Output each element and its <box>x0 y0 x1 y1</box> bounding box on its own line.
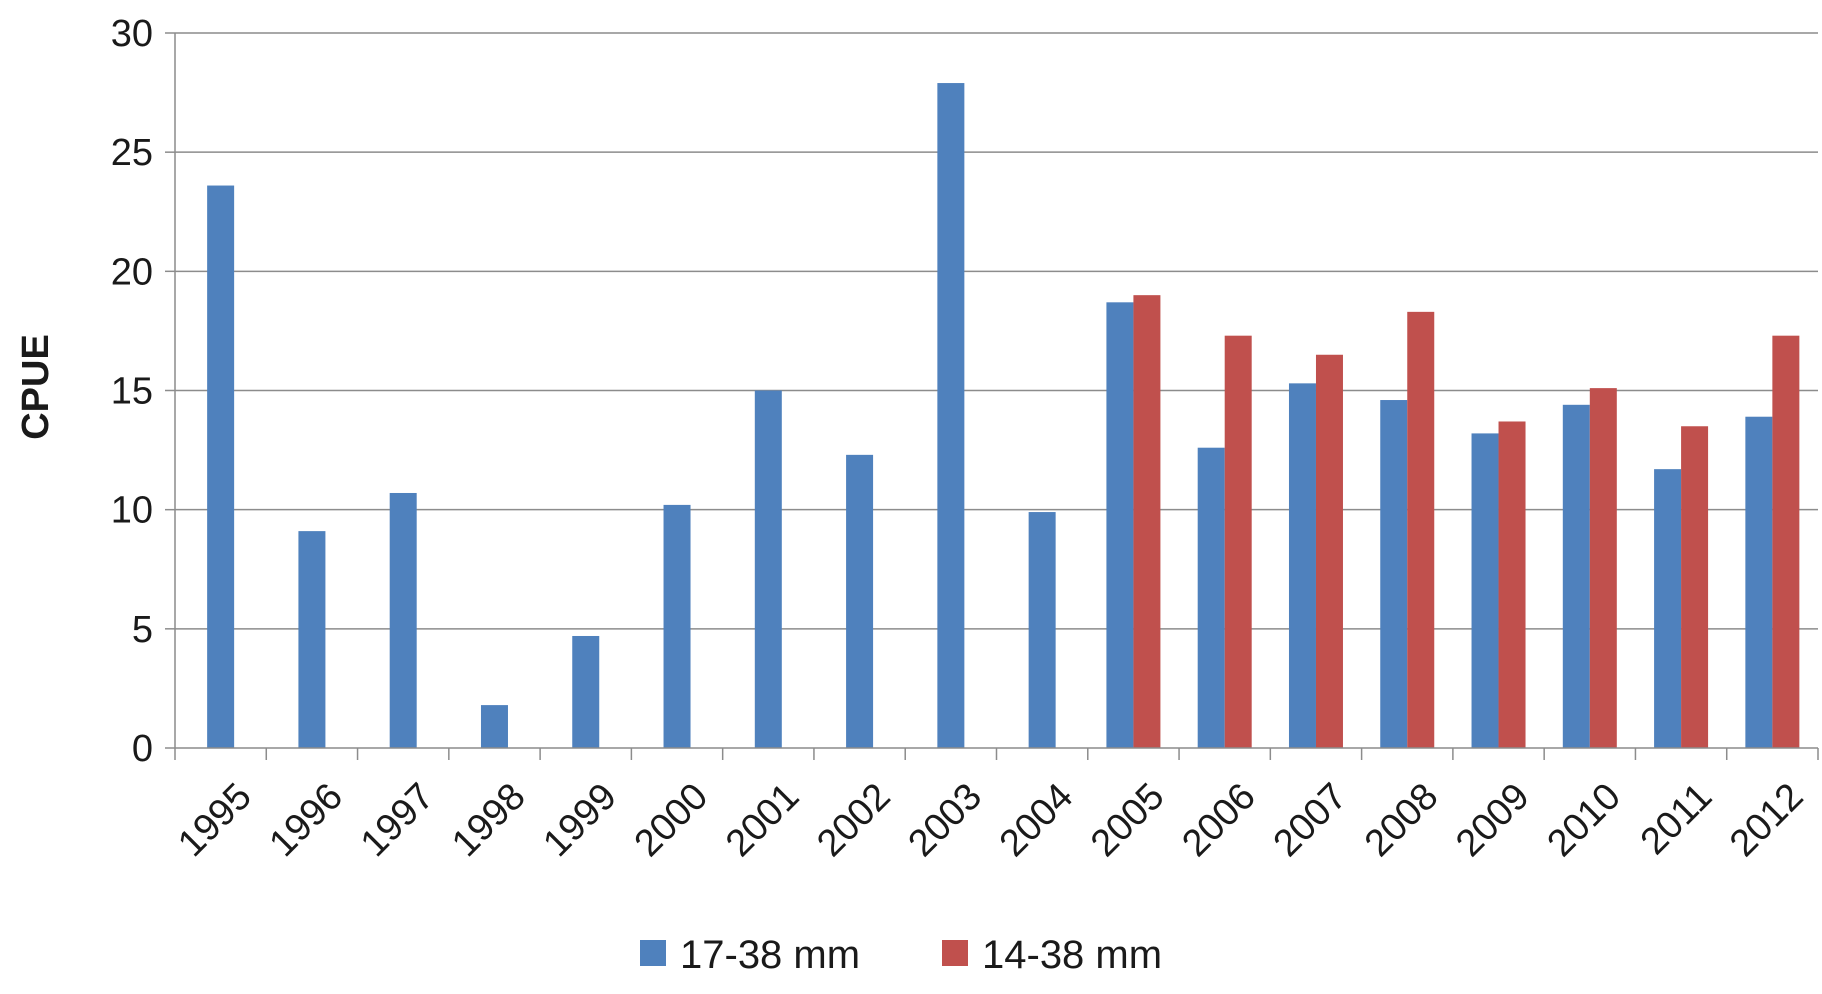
bar-series1-2006 <box>1197 447 1225 748</box>
bar-series1-2012 <box>1745 416 1773 748</box>
x-tick-label: 2002 <box>809 775 898 864</box>
x-tick-label: 2009 <box>1448 775 1537 864</box>
legend-swatch-1 <box>640 940 666 966</box>
bar-series1-1996 <box>298 531 326 748</box>
x-tick-label: 1995 <box>170 775 259 864</box>
y-tick-label: 5 <box>132 609 153 651</box>
bar-series1-1997 <box>389 492 417 748</box>
x-tick-label: 1998 <box>444 775 533 864</box>
x-tick-label: 2008 <box>1357 775 1446 864</box>
y-tick-label: 0 <box>132 728 153 770</box>
y-tick-label: 20 <box>111 251 153 293</box>
y-tick-label: 30 <box>111 13 153 55</box>
bar-series1-2008 <box>1380 400 1408 748</box>
y-tick-label: 15 <box>111 371 153 413</box>
gridlines <box>175 32 1818 630</box>
bar-series2-2010 <box>1589 388 1617 748</box>
bar-series1-2007 <box>1288 383 1316 748</box>
bar-series2-2012 <box>1772 335 1800 748</box>
x-tick-label: 2011 <box>1633 775 1720 862</box>
y-tick-label: 10 <box>111 490 153 532</box>
x-tick-label: 1999 <box>535 775 624 864</box>
x-tick-label: 2005 <box>1083 775 1172 864</box>
x-tick-label: 2006 <box>1174 775 1263 864</box>
x-tick-label: 2004 <box>992 775 1081 864</box>
bar-series2-2006 <box>1224 335 1252 748</box>
bar-series1-2005 <box>1106 302 1134 748</box>
bar-series1-2003 <box>937 83 965 749</box>
bar-series1-1998 <box>480 705 508 748</box>
bar-series2-2008 <box>1407 311 1435 748</box>
x-tick-label: 1996 <box>262 775 351 864</box>
x-tick-label: 2007 <box>1266 775 1355 864</box>
bar-series1-2010 <box>1562 404 1590 748</box>
bar-series1-2011 <box>1654 469 1682 748</box>
bar-series1-1999 <box>572 635 600 748</box>
bar-series1-2001 <box>754 390 782 748</box>
x-tick-label: 2012 <box>1722 775 1811 864</box>
bars <box>207 83 1800 749</box>
bar-series2-2005 <box>1133 295 1161 748</box>
y-tick-label: 25 <box>111 132 153 174</box>
x-tick-label: 2000 <box>627 775 716 864</box>
bar-series1-2009 <box>1471 433 1499 748</box>
x-tick-label: 2010 <box>1539 775 1628 864</box>
x-tick-label: 2003 <box>901 775 990 864</box>
bar-series1-1995 <box>207 185 235 749</box>
y-axis-label: CPUE <box>15 334 57 440</box>
bar-series1-2002 <box>846 454 874 748</box>
bar-series1-2004 <box>1028 512 1056 748</box>
bar-series2-2009 <box>1498 421 1526 748</box>
x-tick-label: 1997 <box>353 775 442 864</box>
legend-label-2: 14-38 mm <box>982 933 1162 977</box>
bar-series2-2007 <box>1315 354 1343 748</box>
legend-label-1: 17-38 mm <box>680 933 860 977</box>
legend: 17-38 mm 14-38 mm <box>640 933 1162 977</box>
x-tick-label: 2001 <box>718 775 807 864</box>
bar-series2-2011 <box>1681 426 1709 748</box>
legend-swatch-2 <box>942 940 968 966</box>
bar-series1-2000 <box>663 504 691 748</box>
